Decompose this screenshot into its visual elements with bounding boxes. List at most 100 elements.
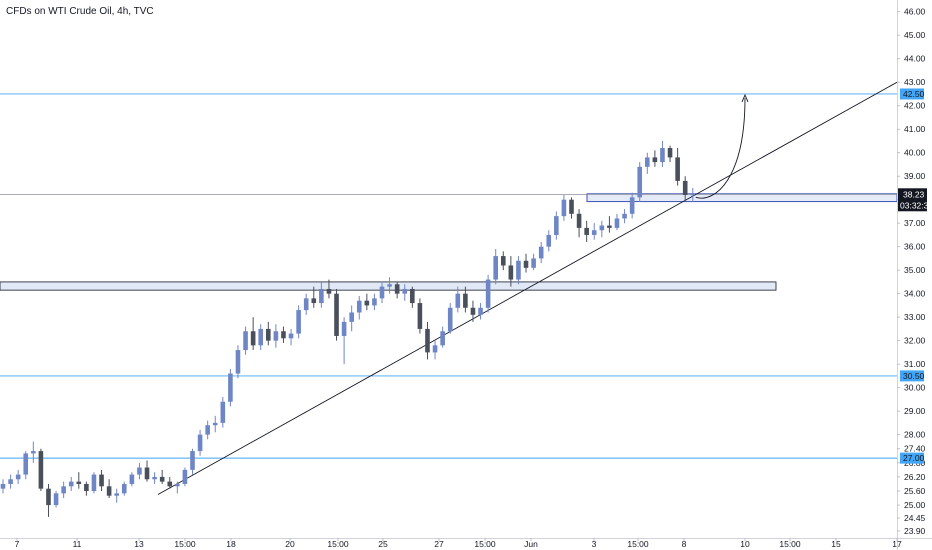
candle-body — [258, 328, 264, 346]
candle — [379, 281, 385, 304]
candle — [15, 469, 21, 484]
candle — [175, 481, 180, 494]
candle-body — [144, 467, 150, 480]
candle — [538, 241, 544, 264]
candle-body — [228, 373, 233, 402]
candle — [137, 462, 142, 480]
price-tick-label: 40.00 — [904, 148, 926, 158]
candle — [394, 281, 400, 299]
price-tick-label: 33.00 — [904, 312, 926, 322]
candle — [68, 476, 74, 492]
chart-title: CFDs on WTI Crude Oil, 4h, TVC — [6, 6, 154, 17]
candle — [0, 479, 6, 494]
candle — [440, 326, 445, 348]
candle — [228, 368, 233, 407]
candle-body — [500, 256, 506, 266]
ascending-trendline[interactable] — [157, 81, 898, 495]
candle — [266, 321, 271, 346]
horizontal-levels — [0, 93, 897, 459]
candle-body — [440, 331, 445, 346]
candle — [53, 491, 59, 508]
price-tick-label: 25.00 — [904, 500, 926, 510]
candle — [402, 284, 408, 301]
price-tick-label: 28.00 — [904, 430, 926, 440]
candle-body — [402, 288, 408, 294]
candle — [417, 298, 423, 334]
candle — [485, 274, 491, 313]
candle — [349, 305, 354, 332]
candle-body — [8, 479, 13, 484]
candle — [523, 253, 529, 273]
plot-background — [0, 0, 897, 538]
candle — [372, 293, 377, 311]
candle — [243, 326, 248, 355]
candle — [629, 192, 635, 219]
price-tick-label: 43.00 — [904, 77, 926, 87]
candle — [341, 317, 347, 365]
price-tick-label: 42.00 — [904, 101, 926, 111]
level-price-tag — [900, 452, 924, 464]
candle-body — [15, 474, 21, 480]
time-tick-label: 18 — [226, 539, 236, 549]
candle-body — [319, 288, 324, 304]
candle-body — [190, 451, 195, 470]
candle — [425, 321, 430, 360]
candle — [46, 483, 51, 517]
time-tick-label: 15:00 — [627, 539, 649, 549]
candle-body — [622, 213, 627, 219]
candle — [569, 197, 574, 219]
time-tick-label: 20 — [285, 539, 295, 549]
current-price-label: 38.23 — [903, 189, 925, 199]
time-tick-label: 15:00 — [779, 539, 801, 549]
candle-body — [379, 286, 385, 299]
candle-body — [455, 293, 461, 308]
candle-body — [23, 453, 29, 475]
time-tick-label: 15 — [831, 539, 841, 549]
price-tick-label: 23.90 — [904, 526, 926, 536]
candle-body — [554, 216, 559, 235]
candle — [675, 148, 680, 186]
price-axis[interactable]: 46.00 45.00 44.00 43.00 42.00 41.00 40.00 39.00… — [897, 7, 926, 536]
price-tick-label: 29.00 — [904, 406, 926, 416]
candle-body — [637, 166, 643, 198]
candle-body — [76, 481, 82, 484]
time-tick-label: 3 — [592, 539, 597, 549]
candle — [220, 397, 226, 428]
candle-body — [84, 483, 89, 492]
candle — [99, 469, 104, 492]
candle — [463, 286, 468, 313]
candle-body — [0, 483, 6, 489]
candle — [159, 469, 165, 484]
candle-body — [243, 331, 248, 351]
candle — [303, 293, 309, 315]
projection-arrow[interactable] — [695, 97, 746, 199]
price-tick-label: 27.40 — [904, 444, 926, 454]
candle — [334, 288, 339, 341]
candle — [31, 441, 36, 463]
time-axis[interactable]: 7 11 13 15:00 18 20 15:00 25 27 15:00 Jun 3 15:00 8 10… — [15, 538, 902, 549]
candle-body — [356, 300, 362, 313]
candle-body — [182, 469, 188, 484]
candle-body — [167, 481, 173, 487]
time-tick-label: 15:00 — [174, 539, 196, 549]
candle — [500, 251, 506, 271]
candle — [531, 253, 536, 271]
candle — [667, 145, 673, 163]
candle — [508, 256, 514, 287]
candle — [387, 277, 392, 294]
candle-body — [667, 148, 673, 158]
candle-body — [531, 258, 536, 268]
candle — [212, 415, 218, 433]
candle-body — [516, 260, 521, 280]
candle-body — [235, 350, 241, 374]
candle-body — [129, 474, 135, 484]
candle — [455, 286, 461, 313]
candle-body — [53, 493, 59, 506]
candle — [38, 448, 44, 492]
candle — [250, 317, 256, 351]
candle-body — [645, 157, 650, 167]
candle — [106, 479, 112, 499]
candle — [591, 223, 597, 240]
candle — [281, 326, 286, 344]
